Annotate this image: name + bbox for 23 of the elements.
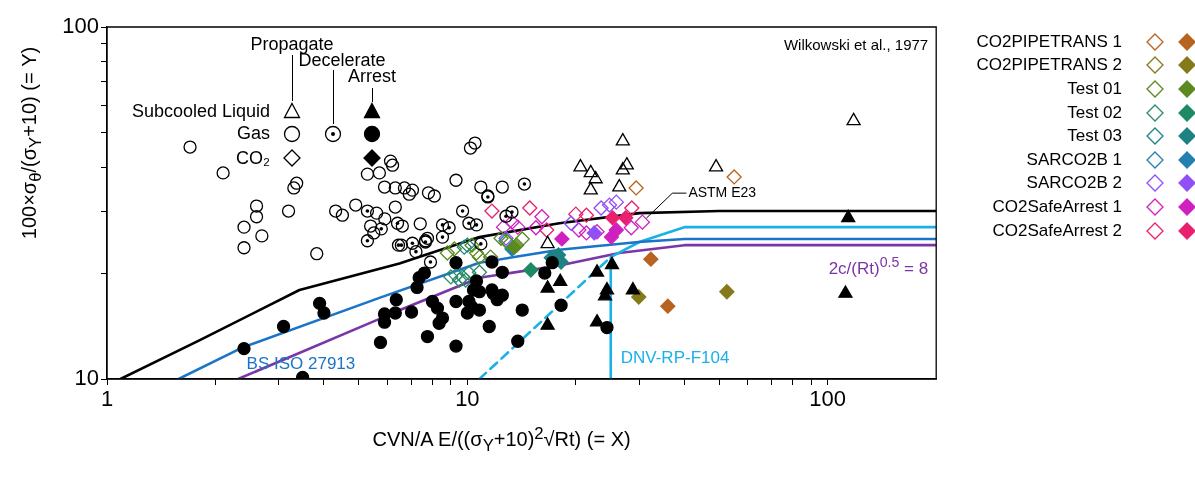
- annotation: Subcooled Liquid: [131, 101, 270, 122]
- legend-label: Test 03: [1066, 126, 1123, 147]
- annotation: ASTM E23: [688, 184, 757, 201]
- x-tick-label: 1: [100, 386, 114, 412]
- legend-label: SARCO2B 2: [1025, 173, 1123, 194]
- x-tick-label: 100: [809, 386, 847, 412]
- series-label: DNV-RP-F104: [620, 347, 730, 368]
- annotation: Arrest: [347, 66, 397, 87]
- series-label: BS ISO 27913: [246, 353, 356, 374]
- annotation: Wilkowski et al., 1977: [783, 35, 929, 54]
- series-label: 2c/(Rt)$^{0.5}$ = 8: [828, 254, 929, 279]
- annotation: Propagate: [250, 34, 334, 55]
- legend-label: Test 02: [1066, 102, 1123, 123]
- legend-label: SARCO2B 1: [1025, 149, 1123, 170]
- legend-label: CO2PIPETRANS 2: [975, 55, 1123, 76]
- legend-label: Test 01: [1066, 78, 1123, 99]
- annotation: Gas: [236, 123, 270, 144]
- x-axis-title: CVN/A E/((σ$_{Y}$+10)$^{2}$√Rt) (= X): [372, 423, 631, 456]
- x-tick-label: 10: [455, 386, 480, 412]
- annotation: CO₂: [236, 148, 270, 169]
- legend-label: CO2SafeArrest 2: [991, 220, 1123, 241]
- legend-label: CO2SafeArrest 1: [991, 196, 1123, 217]
- legend-label: CO2PIPETRANS 1: [975, 31, 1123, 52]
